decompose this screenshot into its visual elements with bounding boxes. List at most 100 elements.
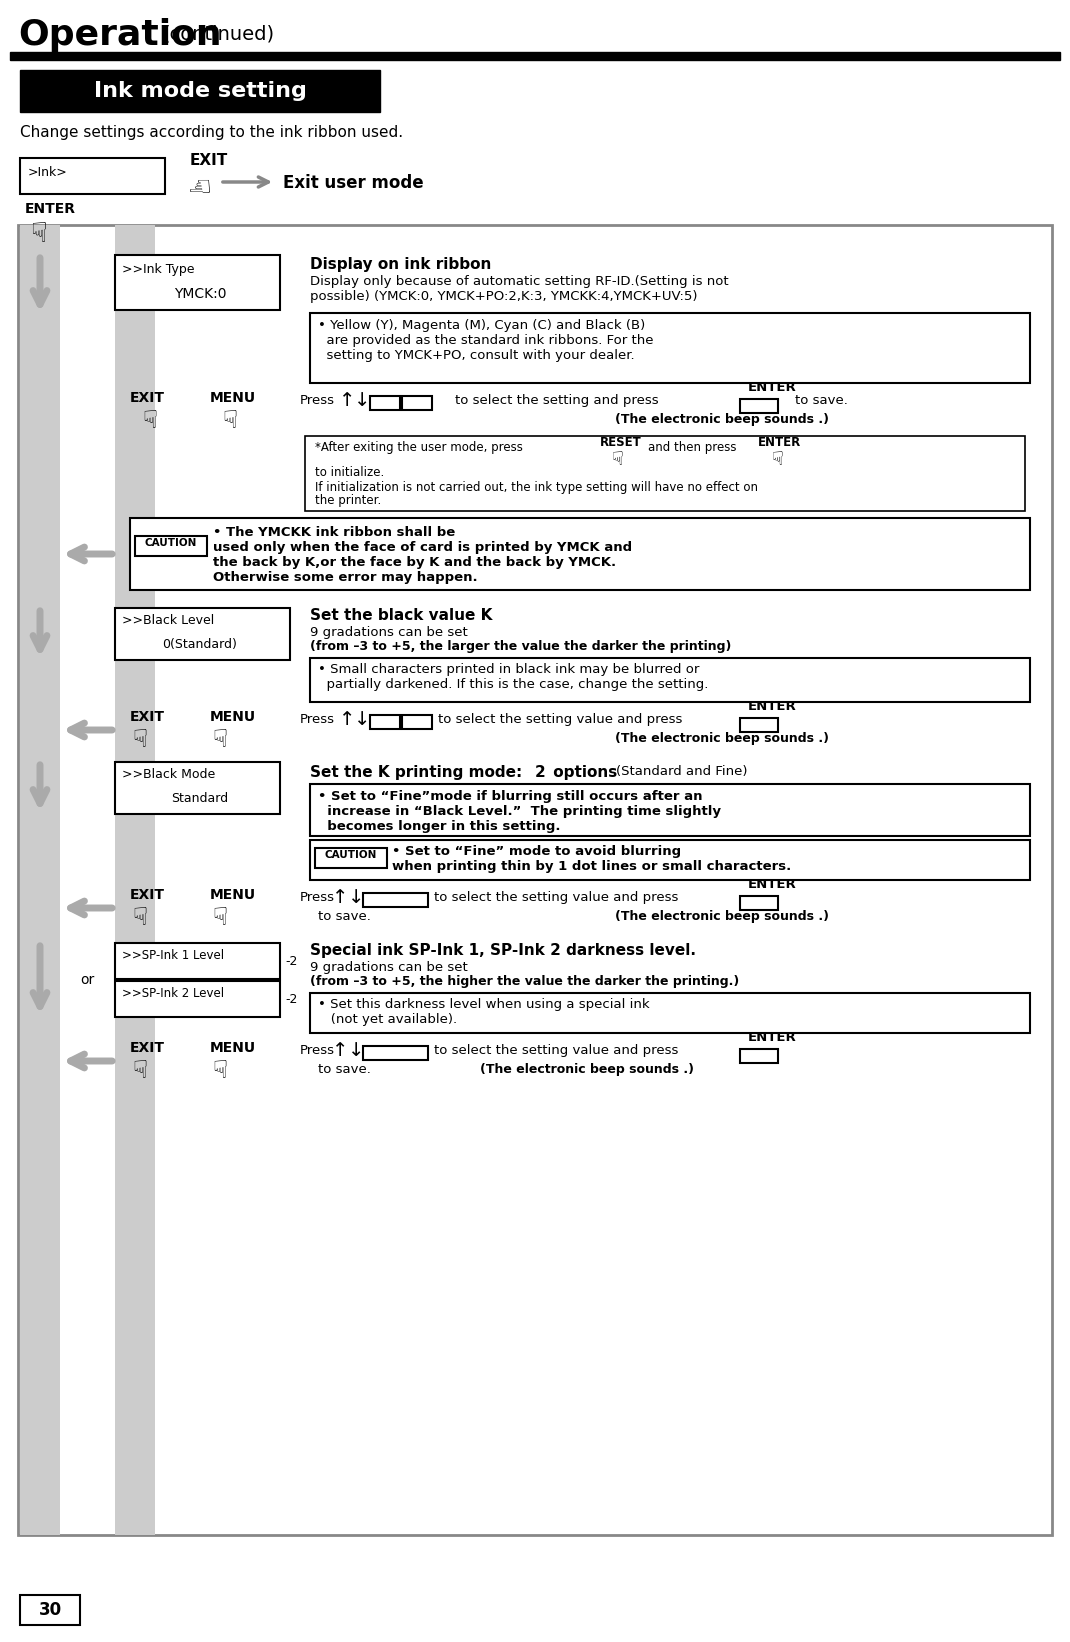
Text: ENTER: ENTER — [748, 381, 797, 394]
Bar — [310, 658, 1030, 703]
Text: ☟: ☟ — [30, 220, 46, 248]
Text: >>Ink Type: >>Ink Type — [122, 263, 195, 276]
Text: ☟: ☟ — [142, 409, 157, 433]
Text: 9 gradations can be set: 9 gradations can be set — [310, 626, 468, 639]
Bar — [740, 718, 778, 732]
Text: and then press: and then press — [648, 442, 736, 453]
Bar — [740, 1049, 778, 1062]
Text: CAUTION: CAUTION — [144, 539, 197, 548]
Bar — [114, 255, 280, 310]
Text: Set the K printing mode:: Set the K printing mode: — [310, 765, 522, 780]
Bar — [402, 714, 432, 729]
Text: Press: Press — [300, 394, 335, 407]
Text: Press: Press — [300, 892, 335, 905]
Text: >>Black Mode: >>Black Mode — [122, 768, 215, 782]
Text: EXIT: EXIT — [129, 1041, 165, 1056]
Bar — [20, 158, 165, 194]
Bar — [740, 399, 778, 414]
Text: to select the setting value and press: to select the setting value and press — [434, 1044, 678, 1057]
Bar — [315, 847, 387, 869]
Text: Display on ink ribbon: Display on ink ribbon — [310, 258, 491, 273]
Text: Ink mode setting: Ink mode setting — [93, 80, 306, 102]
Text: Display only because of automatic setting RF-ID.(Setting is not
possible) (YMCK:: Display only because of automatic settin… — [310, 274, 729, 304]
Bar — [114, 608, 290, 660]
Text: (The electronic beep sounds .): (The electronic beep sounds .) — [615, 910, 829, 923]
Text: 30: 30 — [39, 1601, 62, 1619]
Bar — [370, 714, 400, 729]
Text: 2: 2 — [535, 765, 546, 780]
Text: ↑: ↑ — [332, 1041, 348, 1061]
Text: ENTER: ENTER — [758, 437, 801, 448]
Bar — [10, 53, 1060, 61]
Bar — [114, 762, 280, 814]
Bar — [114, 225, 155, 1535]
Text: EXIT: EXIT — [129, 709, 165, 724]
Text: to save.: to save. — [318, 1062, 371, 1076]
Text: 0(Standard): 0(Standard) — [163, 639, 238, 650]
Bar — [370, 396, 400, 410]
Bar — [363, 893, 428, 906]
Text: to save.: to save. — [318, 910, 371, 923]
Bar — [114, 943, 280, 979]
Text: ENTER: ENTER — [748, 699, 797, 713]
Text: to select the setting value and press: to select the setting value and press — [434, 892, 678, 905]
Text: ↑: ↑ — [332, 888, 348, 906]
Text: to select the setting value and press: to select the setting value and press — [438, 713, 683, 726]
Bar — [18, 225, 1052, 1535]
Text: >>SP-Ink 1 Level: >>SP-Ink 1 Level — [122, 949, 224, 962]
Bar — [114, 980, 280, 1016]
Text: (Standard and Fine): (Standard and Fine) — [616, 765, 748, 778]
Bar — [310, 993, 1030, 1033]
Text: the printer.: the printer. — [315, 494, 381, 507]
Text: If initialization is not carried out, the ink type setting will have no effect o: If initialization is not carried out, th… — [315, 481, 758, 494]
Text: ☟: ☟ — [223, 409, 238, 433]
Text: 9 gradations can be set: 9 gradations can be set — [310, 961, 468, 974]
Bar — [20, 71, 380, 112]
Text: MENU: MENU — [210, 391, 256, 406]
Bar — [305, 437, 1025, 511]
Text: RESET: RESET — [600, 437, 642, 448]
Text: EXIT: EXIT — [129, 391, 165, 406]
Text: ☟: ☟ — [212, 906, 228, 929]
Text: ENTER: ENTER — [748, 1031, 797, 1044]
Text: (from –3 to +5, the higher the value the darker the printing.): (from –3 to +5, the higher the value the… — [310, 975, 739, 988]
Text: >>Black Level: >>Black Level — [122, 614, 214, 627]
Text: • The YMCKK ink ribbon shall be
used only when the face of card is printed by YM: • The YMCKK ink ribbon shall be used onl… — [213, 525, 632, 585]
Bar — [310, 841, 1030, 880]
Bar — [129, 517, 1030, 589]
Bar — [363, 1046, 428, 1061]
Text: ☟: ☟ — [133, 906, 148, 929]
Text: or: or — [80, 974, 94, 987]
Text: MENU: MENU — [210, 709, 256, 724]
Text: Change settings according to the ink ribbon used.: Change settings according to the ink rib… — [20, 125, 403, 140]
Text: ☟: ☟ — [212, 727, 228, 752]
Text: ↓: ↓ — [354, 391, 370, 410]
Text: -2: -2 — [285, 956, 297, 969]
Text: ↑: ↑ — [339, 391, 355, 410]
Text: options: options — [548, 765, 623, 780]
Text: ☟: ☟ — [612, 450, 624, 470]
Text: ↑: ↑ — [339, 709, 355, 729]
Text: • Set to “Fine” mode to avoid blurring
when printing thin by 1 dot lines or smal: • Set to “Fine” mode to avoid blurring w… — [392, 846, 791, 874]
Text: ☟: ☟ — [133, 1059, 148, 1084]
Text: ☟: ☟ — [773, 450, 784, 470]
Text: EXIT: EXIT — [129, 888, 165, 901]
Text: MENU: MENU — [210, 1041, 256, 1056]
Bar — [310, 314, 1030, 383]
Text: ☟: ☟ — [212, 1059, 228, 1084]
Text: (The electronic beep sounds .): (The electronic beep sounds .) — [615, 732, 829, 745]
Text: ↓: ↓ — [354, 709, 370, 729]
Text: Press: Press — [300, 1044, 335, 1057]
Text: • Yellow (Y), Magenta (M), Cyan (C) and Black (B)
  are provided as the standard: • Yellow (Y), Magenta (M), Cyan (C) and … — [318, 319, 654, 361]
Text: MENU: MENU — [210, 888, 256, 901]
Text: Press: Press — [300, 713, 335, 726]
Text: (The electronic beep sounds .): (The electronic beep sounds .) — [615, 414, 829, 425]
Text: ☟: ☟ — [181, 177, 209, 195]
Text: • Set to “Fine”mode if blurring still occurs after an
  increase in “Black Level: • Set to “Fine”mode if blurring still oc… — [318, 790, 721, 832]
Text: >>SP-Ink 2 Level: >>SP-Ink 2 Level — [122, 987, 224, 1000]
Text: (The electronic beep sounds .): (The electronic beep sounds .) — [480, 1062, 694, 1076]
Text: ↓: ↓ — [348, 1041, 364, 1061]
Text: • Set this darkness level when using a special ink
   (not yet available).: • Set this darkness level when using a s… — [318, 998, 649, 1026]
Bar — [20, 1594, 80, 1626]
Text: to save.: to save. — [795, 394, 847, 407]
